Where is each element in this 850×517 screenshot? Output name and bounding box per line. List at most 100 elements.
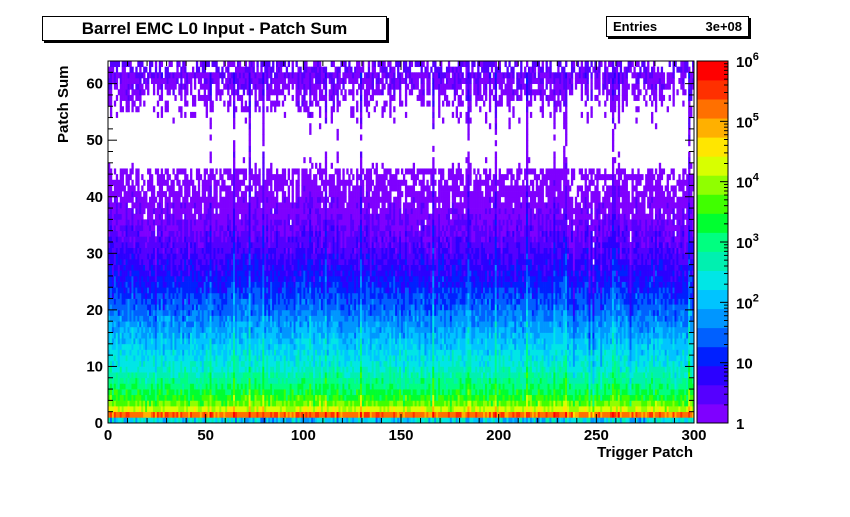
heatmap-cell <box>166 230 169 237</box>
heatmap-cell <box>221 287 224 294</box>
heatmap-cell <box>121 394 124 401</box>
heatmap-cell <box>164 100 167 107</box>
heatmap-cell <box>199 174 203 181</box>
heatmap-cell <box>199 389 203 396</box>
heatmap-cell <box>287 89 291 96</box>
heatmap-cell <box>166 247 169 254</box>
heatmap-cell <box>272 66 275 73</box>
heatmap-cell <box>197 287 201 294</box>
heatmap-cell <box>248 145 251 152</box>
heatmap-cell <box>291 372 294 379</box>
heatmap-cell <box>141 292 144 299</box>
heatmap-cell <box>193 196 197 203</box>
heatmap-cell <box>207 326 210 333</box>
heatmap-cell <box>160 83 164 90</box>
heatmap-cell <box>248 417 251 424</box>
heatmap-cell <box>254 100 257 107</box>
heatmap-cell <box>305 275 308 282</box>
heatmap-cell <box>145 343 148 350</box>
heatmap-cell <box>190 360 193 367</box>
heatmap-cell <box>248 349 251 356</box>
heatmap-cell <box>178 275 181 282</box>
heatmap-cell <box>125 394 128 401</box>
heatmap-cell <box>162 400 165 407</box>
heatmap-cell <box>164 394 167 401</box>
heatmap-cell <box>117 304 121 311</box>
heatmap-cell <box>242 292 246 299</box>
heatmap-cell <box>156 355 160 362</box>
heatmap-cell <box>211 394 214 401</box>
heatmap-cell <box>221 258 224 265</box>
heatmap-cell <box>264 61 267 68</box>
heatmap-cell <box>244 117 248 124</box>
heatmap-cell <box>264 417 267 424</box>
heatmap-cell <box>145 253 148 260</box>
heatmap-cell <box>266 377 269 384</box>
heatmap-cell <box>193 366 197 373</box>
heatmap-cell <box>127 264 130 271</box>
heatmap-cell <box>203 321 207 328</box>
heatmap-cell <box>289 242 292 249</box>
heatmap-cell <box>139 400 142 407</box>
heatmap-cell <box>291 225 294 232</box>
heatmap-cell <box>270 162 273 169</box>
heatmap-cell <box>170 372 173 379</box>
heatmap-cell <box>188 377 191 384</box>
heatmap-cell <box>260 309 263 316</box>
heatmap-cell <box>197 406 201 413</box>
heatmap-cell <box>150 219 154 226</box>
heatmap-cell <box>274 406 277 413</box>
heatmap-cell <box>113 202 117 209</box>
heatmap-cell <box>279 174 283 181</box>
heatmap-cell <box>270 372 273 379</box>
heatmap-cell <box>215 247 218 254</box>
heatmap-cell <box>225 338 228 345</box>
heatmap-cell <box>152 219 156 226</box>
heatmap-cell <box>295 298 298 305</box>
heatmap-cell <box>149 366 152 373</box>
heatmap-cell <box>301 236 304 243</box>
heatmap-cell <box>135 366 138 373</box>
heatmap-cell <box>256 366 259 373</box>
heatmap-cell <box>209 72 212 79</box>
heatmap-cell <box>242 89 246 96</box>
heatmap-cell <box>215 270 218 277</box>
heatmap-cell <box>229 321 232 328</box>
heatmap-cell <box>275 389 279 396</box>
heatmap-cell <box>291 191 294 198</box>
heatmap-cell <box>193 338 197 345</box>
heatmap-cell <box>164 304 167 311</box>
heatmap-cell <box>303 258 306 265</box>
heatmap-cell <box>154 355 158 362</box>
heatmap-cell <box>115 253 119 260</box>
heatmap-cell <box>256 270 259 277</box>
heatmap-cell <box>250 338 253 345</box>
heatmap-cell <box>186 326 189 333</box>
heatmap-cell <box>201 315 205 322</box>
heatmap-cell <box>113 400 117 407</box>
heatmap-cell <box>162 349 165 356</box>
heatmap-cell <box>203 315 207 322</box>
heatmap-cell <box>229 355 232 362</box>
heatmap-cell <box>260 94 263 101</box>
heatmap-cell <box>213 349 216 356</box>
heatmap-cell <box>277 366 281 373</box>
heatmap-cell <box>154 213 158 220</box>
heatmap-cell <box>301 281 304 288</box>
heatmap-cell <box>109 292 113 299</box>
heatmap-cell <box>135 253 138 260</box>
heatmap-cell <box>139 343 142 350</box>
heatmap-cell <box>223 332 226 339</box>
heatmap-cell <box>119 77 123 84</box>
heatmap-cell <box>238 83 242 90</box>
heatmap-cell <box>154 383 158 390</box>
heatmap-cell <box>158 66 162 73</box>
heatmap-cell <box>217 242 220 249</box>
heatmap-cell <box>119 208 123 215</box>
heatmap-cell <box>149 66 152 73</box>
heatmap-cell <box>252 417 255 424</box>
heatmap-cell <box>149 326 152 333</box>
heatmap-cell <box>158 61 162 68</box>
heatmap-cell <box>252 304 255 311</box>
heatmap-cell <box>272 247 275 254</box>
